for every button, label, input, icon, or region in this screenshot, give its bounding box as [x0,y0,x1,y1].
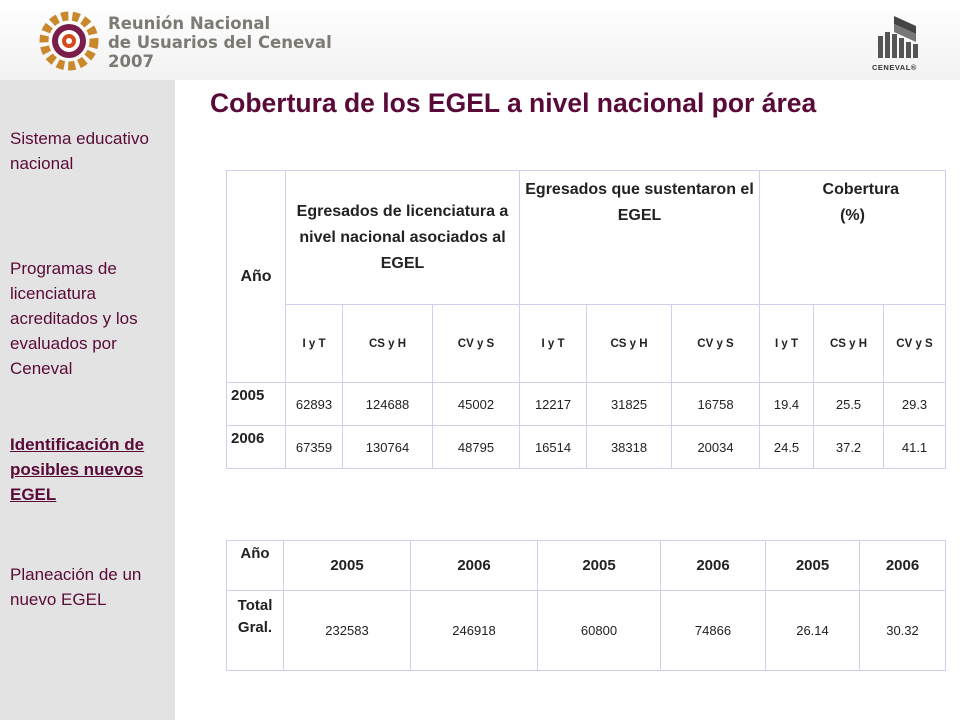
table-row: Total Gral. 232583 246918 60800 74866 26… [226,590,946,671]
totals-year-header: Año [226,540,284,591]
sub-header: CS y H [813,304,885,383]
table-cell: 24.5 [759,425,815,469]
page-title: Cobertura de los EGEL a nivel nacional p… [210,88,817,118]
sub-header: I y T [759,304,815,383]
table-cell: 60800 [537,590,661,671]
totals-year: 2006 [660,540,766,591]
table-cell: 31825 [586,382,673,426]
table-cell: 19.4 [759,382,815,426]
sub-header: CV y S [883,304,947,383]
table-cell: 48795 [431,425,521,469]
table-cell: 37.2 [813,425,885,469]
table-cell: 67359 [285,425,343,469]
table-cell: 45002 [431,382,521,426]
totals-year: 2005 [765,540,860,591]
row-year: 2005 [226,382,286,426]
ceneval-cube-icon [878,16,918,58]
table-cell: 26.14 [765,590,860,671]
table-row: 2005 62893 124688 45002 12217 31825 1675… [226,382,947,426]
table-cell: 12217 [519,382,588,426]
table-cell: 124688 [342,382,433,426]
sub-header: I y T [519,304,588,383]
table-cell: 38318 [586,425,673,469]
group-header-sustentaron: Egresados que sustentaron el EGEL [519,170,761,305]
table-cell: 74866 [660,590,766,671]
totals-table: Año 2005 2006 2005 2006 2005 2006 Total … [226,540,946,671]
row-year: 2006 [226,425,286,469]
sidebar-item-sistema[interactable]: Sistema educativo nacional [10,129,149,173]
sidebar-item-identificacion[interactable]: Identificación de posibles nuevos EGEL [10,435,145,504]
sub-header: CS y H [586,304,673,383]
totals-year: 2005 [283,540,411,591]
sidebar-item-programas[interactable]: Programas de licenciatura acreditados y … [10,259,138,378]
totals-year: 2005 [537,540,661,591]
year-header: Año [226,170,286,383]
sidebar-item-planeacion[interactable]: Planeación de un nuevo EGEL [10,565,142,609]
top-banner: Reunión Nacional de Usuarios del Ceneval… [0,0,960,80]
logo-line-3: 2007 [108,52,154,71]
sub-header-row: I y T CS y H CV y S I y T CS y H CV y S … [227,304,947,383]
table-cell: 29.3 [883,382,947,426]
sub-header: CS y H [342,304,433,383]
sidebar: Sistema educativo nacional Programas de … [0,80,175,720]
table-cell: 20034 [671,425,761,469]
coverage-table: Año Egresados de licenciatura a nivel na… [226,170,947,469]
table-cell: 232583 [283,590,411,671]
event-logo-text: Reunión Nacional de Usuarios del Ceneval… [108,14,332,71]
gear-emblem-icon [39,11,99,71]
totals-year: 2006 [410,540,538,591]
table-cell: 246918 [410,590,538,671]
table-cell: 130764 [342,425,433,469]
table-cell: 30.32 [859,590,946,671]
cobertura-header-text: Cobertura (%) [822,181,899,224]
table-cell: 25.5 [813,382,885,426]
logo-line-1: Reunión Nacional [108,14,271,33]
table-row: 2006 67359 130764 48795 16514 38318 2003… [226,425,947,469]
ceneval-brand-text: CENEVAL® [872,63,917,72]
totals-header-row: Año 2005 2006 2005 2006 2005 2006 [226,540,946,591]
sub-header: I y T [285,304,343,383]
sub-header: CV y S [431,304,521,383]
totals-year: 2006 [859,540,946,591]
table-cell: 41.1 [883,425,947,469]
logo-line-2: de Usuarios del Ceneval [108,33,332,52]
totals-row-label: Total Gral. [226,590,284,671]
table-cell: 16514 [519,425,588,469]
totals-row-label-text: Total Gral. [237,597,273,636]
table-cell: 62893 [285,382,343,426]
table-cell: 16758 [671,382,761,426]
group-header-egresados: Egresados de licenciatura a nivel nacion… [284,170,521,305]
group-header-cobertura: Cobertura (%) [759,170,947,305]
sub-header: CV y S [671,304,761,383]
